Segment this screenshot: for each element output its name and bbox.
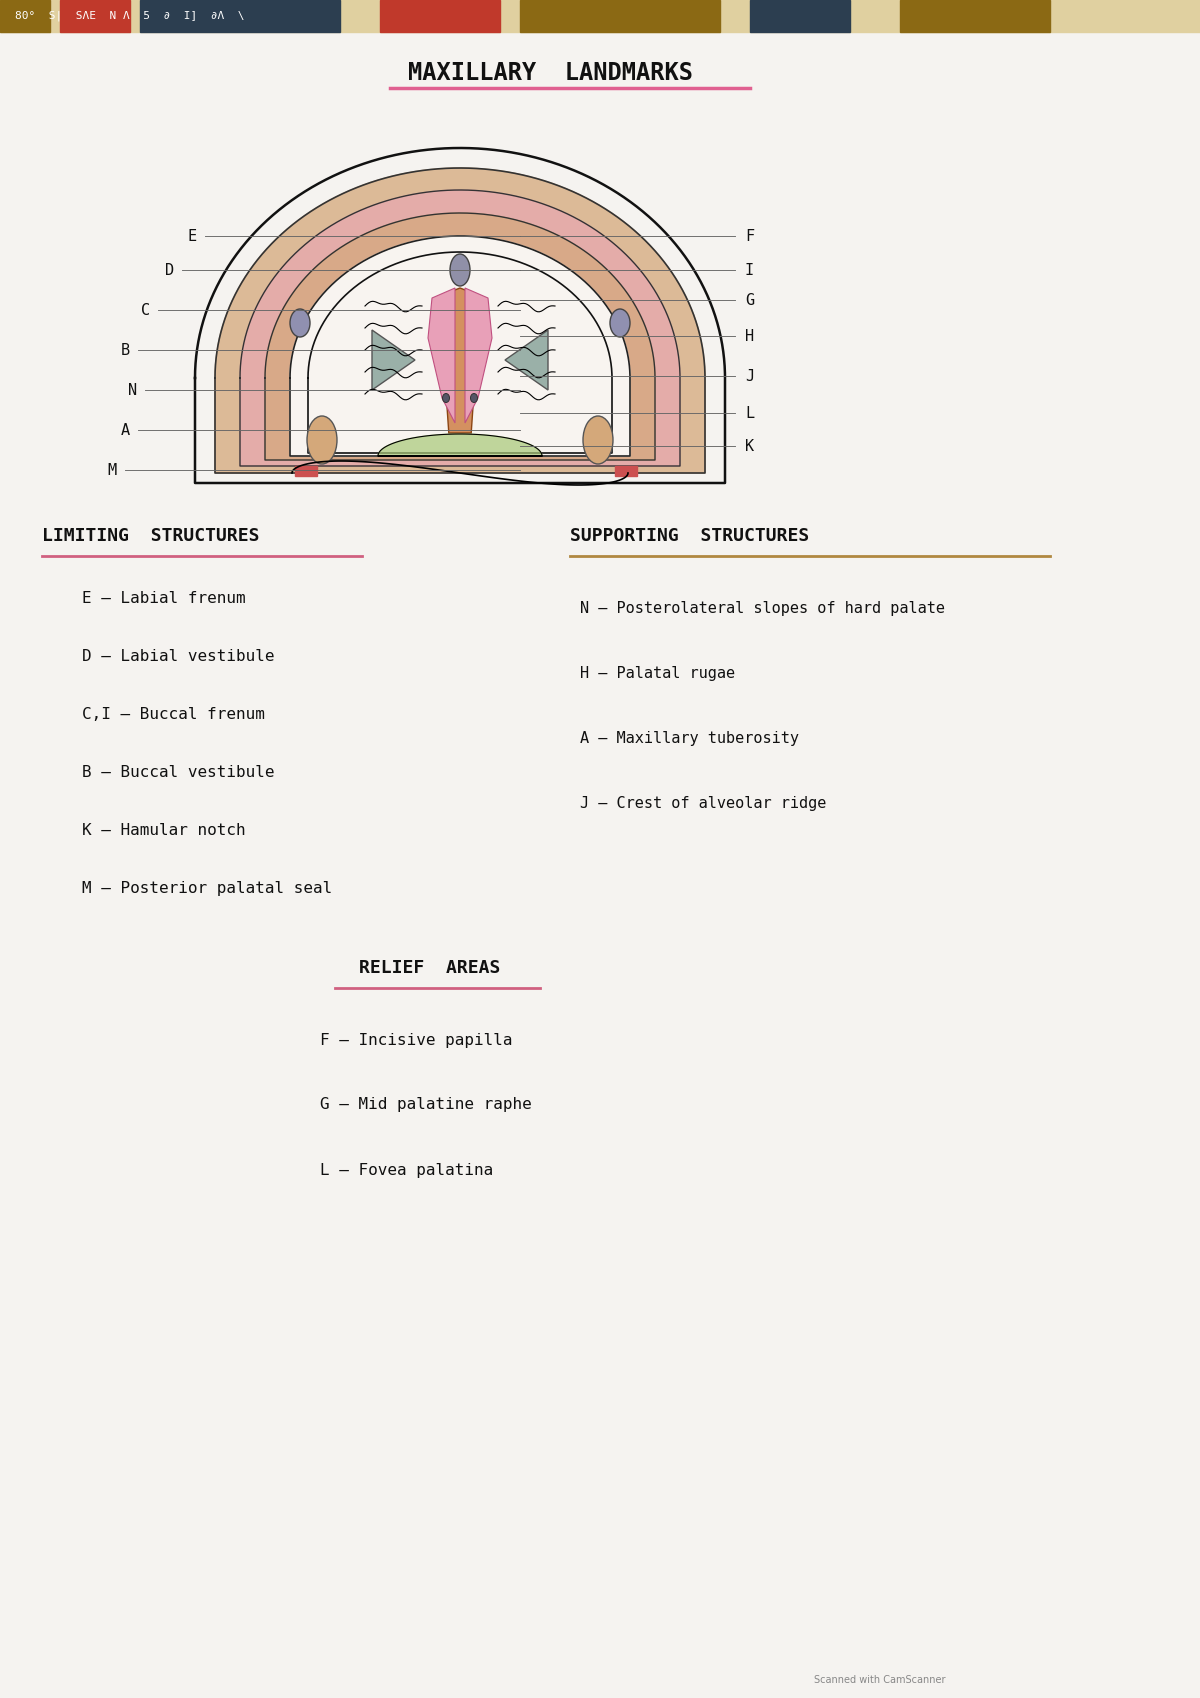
Text: N – Posterolateral slopes of hard palate: N – Posterolateral slopes of hard palate bbox=[580, 601, 946, 615]
Text: G: G bbox=[745, 292, 754, 307]
Polygon shape bbox=[290, 236, 630, 457]
Text: M: M bbox=[108, 462, 118, 477]
Ellipse shape bbox=[583, 416, 613, 464]
Polygon shape bbox=[428, 289, 455, 423]
Text: J – Crest of alveolar ridge: J – Crest of alveolar ridge bbox=[580, 795, 827, 810]
Text: M – Posterior palatal seal: M – Posterior palatal seal bbox=[82, 881, 332, 895]
Text: J: J bbox=[745, 368, 754, 384]
Text: B: B bbox=[121, 343, 130, 358]
Ellipse shape bbox=[290, 309, 310, 336]
Text: E – Labial frenum: E – Labial frenum bbox=[82, 591, 246, 606]
Text: RELIEF  AREAS: RELIEF AREAS bbox=[359, 959, 500, 976]
Bar bbox=[380, 0, 500, 32]
Text: H – Palatal rugae: H – Palatal rugae bbox=[580, 666, 736, 681]
Text: F – Incisive papilla: F – Incisive papilla bbox=[320, 1032, 512, 1048]
Ellipse shape bbox=[450, 255, 470, 285]
Polygon shape bbox=[372, 329, 415, 391]
Polygon shape bbox=[194, 148, 725, 482]
Bar bbox=[750, 0, 850, 32]
Text: MAXILLARY  LANDMARKS: MAXILLARY LANDMARKS bbox=[408, 61, 692, 85]
Bar bbox=[616, 465, 637, 475]
Ellipse shape bbox=[307, 416, 337, 464]
Polygon shape bbox=[444, 289, 476, 433]
Text: N: N bbox=[128, 382, 137, 397]
Bar bbox=[0, 0, 50, 32]
Bar bbox=[295, 465, 317, 475]
Text: C,I – Buccal frenum: C,I – Buccal frenum bbox=[82, 706, 265, 722]
Polygon shape bbox=[378, 435, 542, 457]
Bar bbox=[900, 0, 1050, 32]
Text: K: K bbox=[745, 438, 754, 453]
Ellipse shape bbox=[443, 394, 450, 402]
Text: A: A bbox=[121, 423, 130, 438]
Text: H: H bbox=[745, 328, 754, 343]
Polygon shape bbox=[240, 190, 680, 465]
Bar bbox=[60, 0, 130, 32]
Text: I: I bbox=[745, 263, 754, 277]
Polygon shape bbox=[265, 212, 655, 460]
Text: E: E bbox=[188, 229, 197, 243]
Polygon shape bbox=[215, 168, 706, 474]
Polygon shape bbox=[505, 329, 548, 391]
Text: F: F bbox=[745, 229, 754, 243]
Text: C: C bbox=[140, 302, 150, 318]
Text: D – Labial vestibule: D – Labial vestibule bbox=[82, 649, 275, 664]
Text: L: L bbox=[745, 406, 754, 421]
Text: K – Hamular notch: K – Hamular notch bbox=[82, 822, 246, 837]
Text: Scanned with CamScanner: Scanned with CamScanner bbox=[815, 1674, 946, 1684]
Bar bbox=[0, 0, 1200, 32]
Ellipse shape bbox=[610, 309, 630, 336]
Text: A – Maxillary tuberosity: A – Maxillary tuberosity bbox=[580, 730, 799, 745]
Text: L – Fovea palatina: L – Fovea palatina bbox=[320, 1163, 493, 1177]
Ellipse shape bbox=[470, 394, 478, 402]
Polygon shape bbox=[464, 289, 492, 423]
Bar bbox=[520, 0, 720, 32]
Text: SUPPORTING  STRUCTURES: SUPPORTING STRUCTURES bbox=[570, 526, 809, 545]
Bar bbox=[140, 0, 340, 32]
Text: B – Buccal vestibule: B – Buccal vestibule bbox=[82, 764, 275, 779]
Text: D: D bbox=[164, 263, 174, 277]
Text: G – Mid palatine raphe: G – Mid palatine raphe bbox=[320, 1097, 532, 1112]
Text: LIMITING  STRUCTURES: LIMITING STRUCTURES bbox=[42, 526, 259, 545]
Text: 80°  S|  SΛE  N Λ  5  ∂  I]  ∂Λ  \: 80° S| SΛE N Λ 5 ∂ I] ∂Λ \ bbox=[14, 10, 245, 22]
